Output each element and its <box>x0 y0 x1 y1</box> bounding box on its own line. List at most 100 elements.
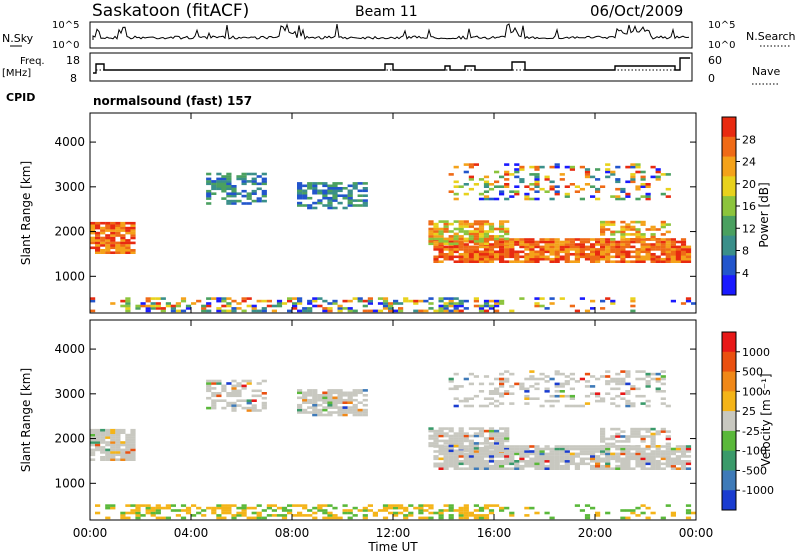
range-gate-cell <box>478 178 485 181</box>
range-gate-cell <box>620 187 626 191</box>
range-gate-cell <box>327 309 333 313</box>
range-gate-cell <box>483 240 490 243</box>
range-gate-cell <box>554 190 560 193</box>
range-gate-cell <box>130 236 136 240</box>
range-gate-cell <box>509 245 515 249</box>
range-gate-cell <box>443 432 449 435</box>
range-gate-cell <box>438 242 444 246</box>
range-gate-cell <box>115 441 121 444</box>
beam-title: Beam 11 <box>355 4 418 20</box>
range-gate-cell <box>590 392 596 395</box>
range-gate-cell <box>140 504 146 507</box>
range-gate-cell <box>105 236 111 240</box>
range-gate-cell <box>655 464 661 468</box>
range-gate-cell <box>670 462 676 466</box>
range-gate-cell <box>347 391 353 395</box>
range-gate-cell <box>675 445 681 448</box>
range-gate-cell <box>519 243 525 246</box>
range-gate-cell <box>105 221 111 225</box>
range-gate-cell <box>90 297 96 300</box>
range-gate-cell <box>453 460 459 463</box>
range-gate-cell <box>105 229 111 232</box>
range-gate-cell <box>660 370 666 373</box>
range-gate-cell <box>625 195 631 198</box>
range-gate-cell <box>332 398 338 402</box>
range-gate-cell <box>423 309 429 313</box>
range-gate-cell <box>615 457 621 461</box>
range-gate-cell <box>110 302 116 305</box>
range-gate-cell <box>519 450 525 453</box>
range-gate-cell <box>246 409 252 412</box>
range-gate-cell <box>398 511 404 515</box>
range-gate-cell <box>90 239 96 242</box>
range-gate-cell <box>595 248 601 251</box>
range-gate-cell <box>569 394 575 398</box>
range-gate-cell <box>519 387 525 391</box>
range-gate-cell <box>261 401 267 405</box>
range-gate-cell <box>458 245 464 249</box>
y-tick-label: 2000 <box>54 225 85 239</box>
range-gate-cell <box>145 307 151 310</box>
range-gate-cell <box>458 304 464 308</box>
range-gate-cell <box>605 257 611 261</box>
range-gate-cell <box>650 225 656 229</box>
range-gate-cell <box>564 447 570 451</box>
range-gate-cell <box>499 394 505 398</box>
range-gate-cell <box>665 452 671 456</box>
range-gate-cell <box>448 506 454 510</box>
range-gate-cell <box>504 245 510 249</box>
range-gate-cell <box>620 243 626 246</box>
range-gate-cell <box>635 464 641 468</box>
range-gate-cell <box>514 467 520 470</box>
range-gate-cell <box>645 452 651 456</box>
range-gate-cell <box>307 509 313 512</box>
range-gate-cell <box>90 241 96 245</box>
range-gate-cell <box>226 175 232 178</box>
range-gate-cell <box>211 297 217 300</box>
range-gate-cell <box>453 255 459 259</box>
range-gate-cell <box>120 304 126 308</box>
range-gate-cell <box>125 436 131 439</box>
range-gate-cell <box>574 243 580 246</box>
range-gate-cell <box>610 452 616 456</box>
range-gate-cell <box>524 377 530 381</box>
range-gate-cell <box>605 462 611 466</box>
range-gate-cell <box>549 165 555 169</box>
range-gate-cell <box>206 197 212 200</box>
range-gate-cell <box>180 516 187 520</box>
range-gate-cell <box>256 175 262 178</box>
range-gate-cell <box>605 170 611 174</box>
range-gate-cell <box>595 445 601 448</box>
range-gate-cell <box>100 438 106 442</box>
range-gate-cell <box>494 460 500 463</box>
range-gate-cell <box>428 227 434 231</box>
range-gate-cell <box>574 260 580 263</box>
range-gate-cell <box>463 437 469 440</box>
range-gate-cell <box>584 245 591 249</box>
range-gate-cell <box>670 450 676 453</box>
range-gate-cell <box>478 220 485 223</box>
range-gate-cell <box>630 173 636 176</box>
range-gate-cell <box>125 226 131 230</box>
range-gate-cell <box>453 387 459 391</box>
range-gate-cell <box>574 238 580 241</box>
range-gate-cell <box>569 457 575 461</box>
range-gate-cell <box>665 442 671 446</box>
range-gate-cell <box>499 392 505 395</box>
range-gate-cell <box>463 404 469 408</box>
range-gate-cell <box>569 397 575 400</box>
range-gate-cell <box>590 238 596 241</box>
range-gate-cell <box>569 183 575 186</box>
range-gate-cell <box>600 437 606 441</box>
range-gate-cell <box>655 432 661 436</box>
range-gate-cell <box>483 304 490 308</box>
range-gate-cell <box>287 509 293 512</box>
range-gate-cell <box>499 439 505 443</box>
range-gate-cell <box>680 240 687 244</box>
range-gate-cell <box>125 244 131 247</box>
range-gate-cell <box>554 248 560 251</box>
range-gate-cell <box>559 464 565 468</box>
range-gate-cell <box>458 450 464 453</box>
range-gate-cell <box>559 248 565 251</box>
colorbar-tick-label: 500 <box>742 366 763 379</box>
